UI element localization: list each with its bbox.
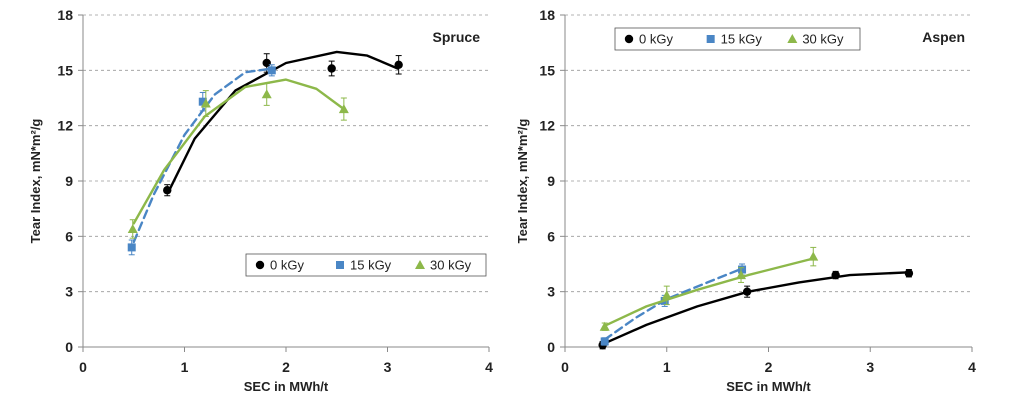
trend-line	[132, 67, 274, 244]
data-point	[742, 287, 752, 296]
x-tick-label: 3	[384, 359, 392, 375]
data-point	[736, 270, 747, 280]
x-tick-label: 1	[181, 359, 189, 375]
x-tick-label: 2	[765, 359, 773, 375]
legend-label: 0 kGy	[270, 258, 304, 273]
y-tick-label: 9	[547, 173, 555, 189]
series-2	[127, 78, 349, 239]
legend-box	[614, 27, 861, 51]
data-point	[127, 243, 136, 252]
data-point	[163, 186, 172, 195]
legend-marker	[415, 260, 425, 269]
legend: 0 kGy 15 kGy 30 kGy	[614, 27, 861, 51]
y-tick-label: 3	[547, 284, 555, 300]
panel-title: Spruce	[433, 29, 481, 45]
x-tick-label: 1	[663, 359, 671, 375]
data-point	[599, 321, 610, 331]
y-tick-label: 9	[65, 173, 73, 189]
legend-marker	[255, 260, 265, 270]
x-tick-label: 4	[968, 359, 976, 375]
legend-label: 15 kGy	[721, 32, 763, 47]
legend-marker	[624, 34, 634, 44]
data-point	[327, 64, 336, 73]
y-tick-label: 3	[65, 284, 73, 300]
data-point	[267, 66, 276, 75]
panel-title: Aspen	[922, 29, 965, 45]
y-tick-label: 15	[539, 62, 555, 78]
legend: 0 kGy 15 kGy 30 kGy	[245, 253, 487, 277]
series-2	[599, 246, 819, 331]
data-point	[394, 60, 403, 69]
trend-line	[603, 257, 815, 327]
y-axis-title: Tear Index, mN*m²/g	[28, 119, 43, 244]
legend-label: 0 kGy	[639, 32, 673, 47]
legend-label: 30 kGy	[802, 32, 844, 47]
data-point	[808, 251, 819, 261]
legend-marker	[787, 34, 798, 43]
data-point	[738, 265, 747, 274]
x-tick-label: 0	[561, 359, 569, 375]
x-tick-label: 0	[79, 359, 87, 375]
data-point	[198, 97, 207, 106]
y-tick-label: 0	[65, 339, 73, 355]
y-tick-label: 12	[57, 118, 73, 134]
data-point	[127, 223, 138, 233]
legend-marker	[336, 261, 344, 269]
data-point	[661, 290, 672, 300]
trend-line	[132, 78, 346, 225]
legend-label: 30 kGy	[430, 258, 472, 273]
x-axis-title: SEC in MWh/t	[726, 379, 811, 394]
y-tick-label: 18	[57, 7, 73, 23]
y-tick-label: 15	[57, 62, 73, 78]
data-point	[904, 269, 914, 278]
y-tick-label: 12	[539, 118, 555, 134]
trend-line	[601, 271, 911, 346]
x-tick-label: 2	[282, 359, 290, 375]
series-0	[598, 269, 914, 350]
y-tick-label: 0	[547, 339, 555, 355]
series-1	[600, 263, 747, 346]
data-point	[831, 270, 840, 280]
x-tick-label: 4	[485, 359, 493, 375]
data-point	[600, 337, 609, 346]
x-tick-label: 3	[866, 359, 874, 375]
y-tick-label: 6	[547, 228, 555, 244]
data-point	[262, 58, 271, 68]
data-point	[200, 98, 211, 108]
legend-marker	[706, 35, 715, 43]
legend-label: 15 kGy	[350, 258, 392, 273]
legend-box	[245, 253, 487, 277]
y-tick-label: 6	[65, 228, 73, 244]
trend-line	[168, 50, 399, 192]
series-1	[127, 64, 276, 256]
y-axis-title: Tear Index, mN*m²/g	[515, 119, 530, 244]
y-tick-label: 18	[539, 7, 555, 23]
x-axis-title: SEC in MWh/t	[244, 379, 329, 394]
trend-line	[603, 267, 744, 341]
data-point	[261, 89, 272, 99]
data-point	[338, 104, 349, 114]
